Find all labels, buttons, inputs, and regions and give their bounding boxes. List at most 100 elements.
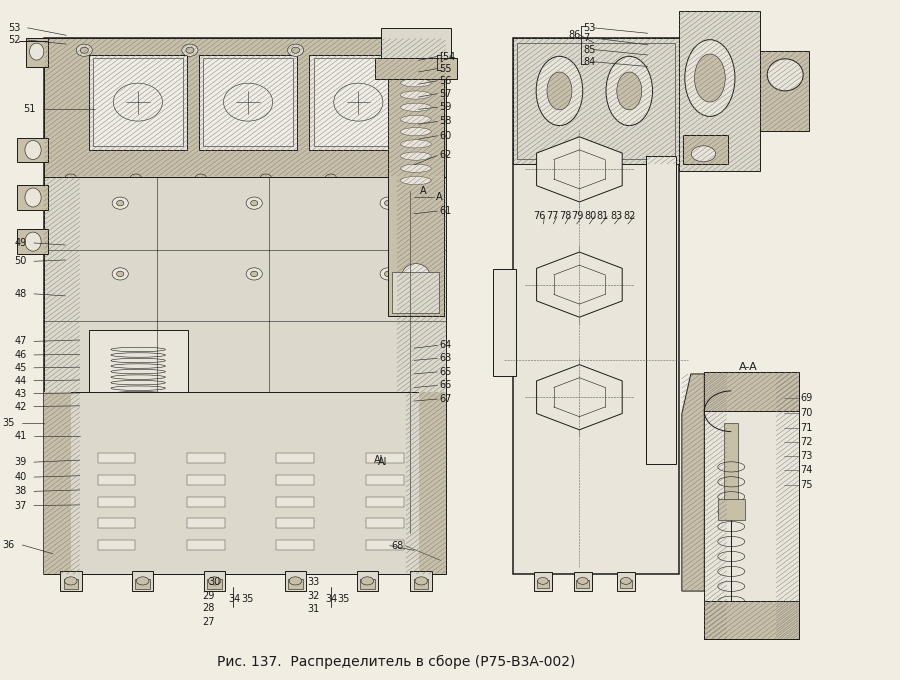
- Bar: [310, 55, 408, 150]
- Polygon shape: [536, 364, 622, 430]
- Bar: [573, 572, 591, 591]
- Ellipse shape: [246, 268, 262, 280]
- Ellipse shape: [384, 201, 392, 206]
- Text: 47: 47: [14, 337, 26, 346]
- Bar: [617, 572, 634, 591]
- Bar: [705, 372, 798, 411]
- Text: Рис. 137.  Распределитель в сборе (Р75-В3А-002): Рис. 137. Распределитель в сборе (Р75-В3…: [217, 656, 575, 669]
- Ellipse shape: [30, 43, 44, 60]
- Bar: [365, 453, 403, 463]
- Bar: [513, 38, 680, 164]
- Bar: [381, 28, 451, 62]
- Bar: [356, 571, 378, 591]
- Ellipse shape: [195, 174, 206, 181]
- Ellipse shape: [287, 44, 303, 56]
- Text: 85: 85: [583, 45, 596, 54]
- Bar: [187, 541, 225, 550]
- Ellipse shape: [380, 197, 396, 209]
- Bar: [680, 11, 760, 171]
- Text: 46: 46: [14, 350, 26, 360]
- Text: 31: 31: [307, 605, 320, 615]
- Text: 81: 81: [597, 211, 608, 222]
- Ellipse shape: [326, 174, 337, 181]
- Text: 36: 36: [3, 540, 14, 550]
- Ellipse shape: [547, 72, 572, 110]
- Bar: [276, 453, 314, 463]
- Bar: [518, 43, 675, 158]
- Ellipse shape: [111, 397, 166, 401]
- Text: 50: 50: [14, 256, 26, 267]
- Ellipse shape: [621, 577, 631, 584]
- Ellipse shape: [577, 577, 588, 584]
- Text: 77: 77: [546, 211, 559, 222]
- Ellipse shape: [137, 577, 149, 585]
- Bar: [104, 496, 173, 509]
- Ellipse shape: [111, 408, 166, 413]
- Ellipse shape: [111, 364, 166, 369]
- Ellipse shape: [767, 59, 803, 91]
- Text: 42: 42: [14, 401, 26, 411]
- Bar: [365, 518, 403, 528]
- Text: 60: 60: [439, 131, 452, 141]
- Bar: [94, 58, 183, 146]
- Text: [54: [54: [439, 52, 455, 61]
- Text: 72: 72: [800, 437, 813, 447]
- Bar: [26, 38, 49, 67]
- Bar: [187, 496, 225, 507]
- Bar: [683, 135, 728, 164]
- Ellipse shape: [111, 386, 166, 390]
- Bar: [536, 579, 549, 588]
- Text: 30: 30: [209, 577, 220, 588]
- Text: 51: 51: [23, 104, 35, 114]
- Ellipse shape: [616, 72, 642, 110]
- Ellipse shape: [393, 44, 410, 56]
- Bar: [284, 571, 306, 591]
- Polygon shape: [536, 137, 622, 202]
- Bar: [17, 185, 49, 209]
- Text: A: A: [436, 192, 442, 203]
- Text: 33: 33: [307, 577, 320, 588]
- Bar: [705, 374, 798, 639]
- Bar: [360, 579, 374, 589]
- Ellipse shape: [400, 140, 431, 148]
- Ellipse shape: [361, 577, 374, 585]
- Bar: [365, 496, 403, 507]
- Ellipse shape: [111, 392, 166, 396]
- Bar: [132, 571, 154, 591]
- Bar: [760, 51, 809, 131]
- Ellipse shape: [111, 375, 166, 379]
- Text: 75: 75: [800, 479, 813, 490]
- Text: 41: 41: [14, 431, 26, 441]
- Ellipse shape: [400, 176, 431, 184]
- Text: 35: 35: [338, 594, 350, 605]
- Ellipse shape: [691, 146, 716, 162]
- Ellipse shape: [25, 188, 41, 207]
- Bar: [17, 138, 49, 163]
- Text: 7: 7: [583, 33, 590, 43]
- Text: 35: 35: [241, 594, 254, 605]
- Bar: [104, 448, 173, 460]
- Ellipse shape: [400, 79, 431, 87]
- Ellipse shape: [400, 91, 431, 99]
- Bar: [203, 58, 292, 146]
- Ellipse shape: [250, 201, 257, 206]
- Ellipse shape: [402, 264, 430, 288]
- Text: 58: 58: [439, 116, 452, 126]
- Ellipse shape: [111, 347, 166, 352]
- Ellipse shape: [415, 577, 428, 585]
- Ellipse shape: [384, 271, 392, 277]
- Ellipse shape: [536, 56, 582, 126]
- Ellipse shape: [117, 201, 124, 206]
- Text: 49: 49: [14, 238, 26, 248]
- Text: 66: 66: [439, 381, 452, 390]
- Ellipse shape: [397, 47, 405, 53]
- Text: 57: 57: [439, 88, 452, 99]
- Text: 79: 79: [572, 211, 584, 222]
- Ellipse shape: [111, 380, 166, 385]
- Text: 38: 38: [14, 486, 26, 496]
- Ellipse shape: [606, 56, 652, 126]
- Bar: [365, 475, 403, 485]
- Ellipse shape: [65, 577, 77, 585]
- Bar: [98, 475, 136, 485]
- Bar: [187, 453, 225, 463]
